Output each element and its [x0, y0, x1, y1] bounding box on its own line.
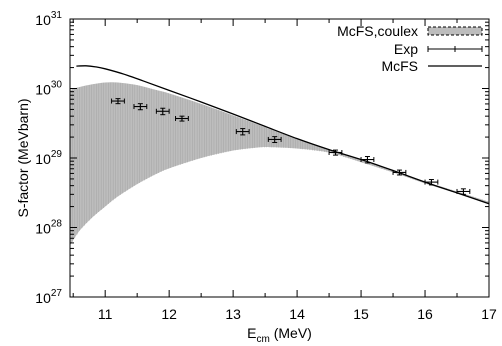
x-tick-label: 16 — [417, 306, 433, 322]
x-axis-title-unit: (MeV) — [270, 325, 312, 341]
data-point-exp — [424, 179, 439, 186]
x-tick-label: 14 — [289, 306, 305, 322]
y-tick-label: 1027 — [35, 288, 62, 306]
x-tick-label: 11 — [98, 306, 113, 322]
data-point-exp — [111, 98, 125, 105]
x-tick-label: 17 — [481, 306, 497, 322]
x-tick-label: 12 — [161, 306, 177, 322]
data-point-exp — [328, 149, 343, 156]
x-axis-title-main: E — [247, 325, 256, 341]
data-point-exp — [267, 136, 282, 144]
legend-swatch-mcfs-coulex — [427, 26, 483, 36]
data-point-exp — [155, 107, 170, 116]
line-layer — [76, 65, 489, 205]
data-point-exp — [235, 128, 250, 136]
y-tick-label: 1028 — [35, 219, 62, 237]
y-tick-label-base: 10 — [35, 221, 51, 237]
legend-label-mcfs: McFS — [381, 58, 418, 74]
data-point-exp — [360, 156, 375, 164]
data-point-exp — [456, 188, 471, 195]
y-axis-title: S-factor (MeVbarn) — [15, 98, 31, 217]
x-axis-title: Ecm (MeV) — [247, 325, 312, 345]
y-tick-label: 1031 — [35, 10, 62, 28]
y-tick-label-exponent: 27 — [51, 288, 63, 299]
legend-label-mcfs-coulex: McFS,coulex — [337, 23, 418, 39]
y-tick-label-exponent: 28 — [51, 219, 63, 230]
y-tick-label-exponent: 31 — [51, 10, 63, 21]
data-point-exp — [175, 115, 189, 122]
legend: McFS,coulex Exp McFS — [337, 23, 483, 74]
y-tick-label-exponent: 30 — [51, 80, 63, 91]
legend-swatch-exp — [427, 46, 483, 52]
legend-label-exp: Exp — [394, 41, 418, 57]
series-line-mcfs — [76, 65, 489, 205]
x-tick-label: 13 — [225, 306, 241, 322]
y-tick-label-base: 10 — [35, 82, 51, 98]
ticks-layer — [70, 18, 490, 298]
band-layer — [70, 82, 489, 246]
x-axis-title-subscript: cm — [257, 334, 270, 345]
band-mcfs-coulex — [70, 82, 489, 246]
y-tick-label-base: 10 — [35, 290, 51, 306]
points-layer — [111, 98, 471, 195]
data-point-exp — [392, 169, 407, 176]
y-tick-label-base: 10 — [35, 151, 51, 167]
y-tick-label-base: 10 — [35, 12, 51, 28]
x-tick-label: 15 — [353, 306, 369, 322]
y-tick-label: 1030 — [35, 80, 62, 98]
data-point-exp — [133, 103, 148, 111]
y-tick-label: 1029 — [35, 149, 62, 167]
y-tick-label-exponent: 29 — [51, 149, 63, 160]
